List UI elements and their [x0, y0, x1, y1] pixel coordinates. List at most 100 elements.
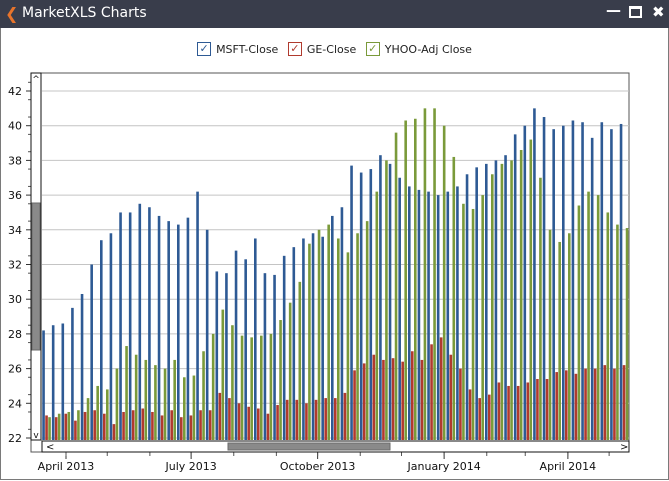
bar-yhoo-adj-close	[144, 359, 148, 440]
horizontal-scrollbar-thumb[interactable]	[227, 442, 391, 451]
bar-yhoo-adj-close	[106, 389, 109, 440]
legend-item-msft[interactable]: ✓ MSFT-Close	[197, 42, 278, 56]
bar-msft-close	[456, 186, 459, 440]
checkbox-checked-icon[interactable]: ✓	[287, 42, 302, 56]
bar-ge-close	[83, 411, 87, 440]
bar-yhoo-adj-close	[462, 203, 465, 440]
bar-ge-close	[613, 368, 616, 440]
bar-msft-close	[388, 163, 392, 440]
y-tick-label: 38	[8, 154, 22, 167]
bar-yhoo-adj-close	[452, 156, 456, 440]
bar-yhoo-adj-close	[404, 120, 407, 441]
bar-msft-close	[148, 207, 151, 440]
bar-msft-close	[282, 255, 286, 440]
bar-ge-close	[603, 365, 607, 440]
bar-ge-close	[141, 408, 145, 440]
bar-ge-close	[103, 413, 106, 440]
bar-yhoo-adj-close	[134, 354, 138, 440]
bar-ge-close	[545, 379, 549, 440]
bar-msft-close	[523, 125, 527, 440]
scroll-up-icon[interactable]: ^	[32, 75, 40, 85]
bar-yhoo-adj-close	[375, 191, 379, 440]
bar-yhoo-adj-close	[394, 132, 398, 440]
bar-yhoo-adj-close	[519, 149, 523, 441]
bar-ge-close	[478, 398, 481, 440]
bar-msft-close	[51, 325, 55, 440]
bar-ge-close	[382, 359, 385, 440]
bar-msft-close	[234, 250, 238, 440]
bar-yhoo-adj-close	[173, 359, 176, 440]
y-tick-label: 22	[8, 432, 22, 445]
y-tick-label: 28	[8, 328, 22, 341]
bar-ge-close	[237, 403, 241, 440]
bar-yhoo-adj-close	[385, 160, 388, 440]
bar-yhoo-adj-close	[183, 377, 186, 440]
bar-ge-close	[228, 398, 231, 440]
bar-msft-close	[600, 122, 604, 440]
checkbox-checked-icon[interactable]: ✓	[197, 42, 212, 56]
bar-msft-close	[562, 125, 565, 440]
bar-ge-close	[593, 368, 597, 440]
scroll-right-icon[interactable]: >	[620, 442, 628, 453]
bar-msft-close	[408, 186, 411, 440]
bar-msft-close	[196, 191, 199, 440]
bar-ge-close	[439, 337, 443, 440]
minimize-icon[interactable]: —	[606, 1, 621, 19]
bar-msft-close	[254, 238, 257, 440]
x-tick-label: April 2014	[540, 460, 597, 473]
bar-yhoo-adj-close	[211, 333, 215, 440]
bar-msft-close	[205, 229, 209, 440]
bar-ge-close	[257, 408, 260, 440]
bar-msft-close	[369, 169, 373, 440]
maximize-icon[interactable]	[629, 6, 642, 18]
bar-msft-close	[581, 122, 584, 440]
bar-msft-close	[494, 160, 498, 440]
title-bar: ❮ MarketXLS Charts — ✖	[0, 0, 669, 28]
close-icon[interactable]: ✖	[652, 3, 665, 21]
scroll-down-icon[interactable]: v	[33, 431, 39, 441]
bar-ge-close	[314, 399, 318, 440]
bar-ge-close	[180, 417, 183, 440]
y-tick-label: 24	[8, 397, 22, 410]
bar-yhoo-adj-close	[616, 224, 619, 440]
bar-yhoo-adj-close	[115, 368, 119, 440]
bar-msft-close	[590, 137, 594, 440]
legend-item-ge[interactable]: ✓ GE-Close	[287, 42, 356, 56]
bar-yhoo-adj-close	[548, 229, 552, 440]
bar-yhoo-adj-close	[260, 335, 263, 440]
chevron-left-icon[interactable]: ❮	[5, 4, 19, 23]
bar-ge-close	[218, 392, 222, 440]
bar-ge-close	[516, 385, 520, 440]
bar-yhoo-adj-close	[317, 229, 321, 440]
bar-yhoo-adj-close	[308, 243, 311, 440]
bar-yhoo-adj-close	[596, 195, 600, 440]
bar-ge-close	[343, 392, 347, 440]
bar-msft-close	[225, 273, 228, 440]
bar-msft-close	[465, 174, 469, 440]
bar-yhoo-adj-close	[221, 309, 225, 440]
bar-yhoo-adj-close	[86, 398, 90, 440]
bar-ge-close	[45, 415, 48, 440]
vertical-scrollbar-thumb[interactable]	[31, 202, 41, 351]
bar-yhoo-adj-close	[414, 118, 417, 440]
bar-msft-close	[273, 274, 276, 440]
bar-ge-close	[199, 410, 202, 440]
y-tick-label: 32	[8, 259, 22, 272]
bar-ge-close	[555, 372, 558, 440]
bar-ge-close	[305, 403, 308, 440]
scroll-left-icon[interactable]: <	[46, 442, 54, 453]
bar-msft-close	[177, 224, 180, 440]
bar-msft-close	[398, 177, 401, 440]
bar-ge-close	[430, 344, 433, 440]
bar-ge-close	[353, 370, 356, 440]
bar-yhoo-adj-close	[510, 160, 513, 440]
bar-msft-close	[331, 215, 334, 440]
bar-msft-close	[485, 163, 488, 440]
bar-yhoo-adj-close	[529, 139, 533, 440]
bar-msft-close	[379, 155, 382, 440]
chart-legend: ✓ MSFT-Close ✓ GE-Close ✓ YHOO-Adj Close	[0, 42, 669, 56]
legend-item-yhoo[interactable]: ✓ YHOO-Adj Close	[365, 42, 472, 56]
bar-msft-close	[71, 307, 74, 440]
bar-ge-close	[459, 368, 462, 440]
checkbox-checked-icon[interactable]: ✓	[365, 42, 380, 56]
